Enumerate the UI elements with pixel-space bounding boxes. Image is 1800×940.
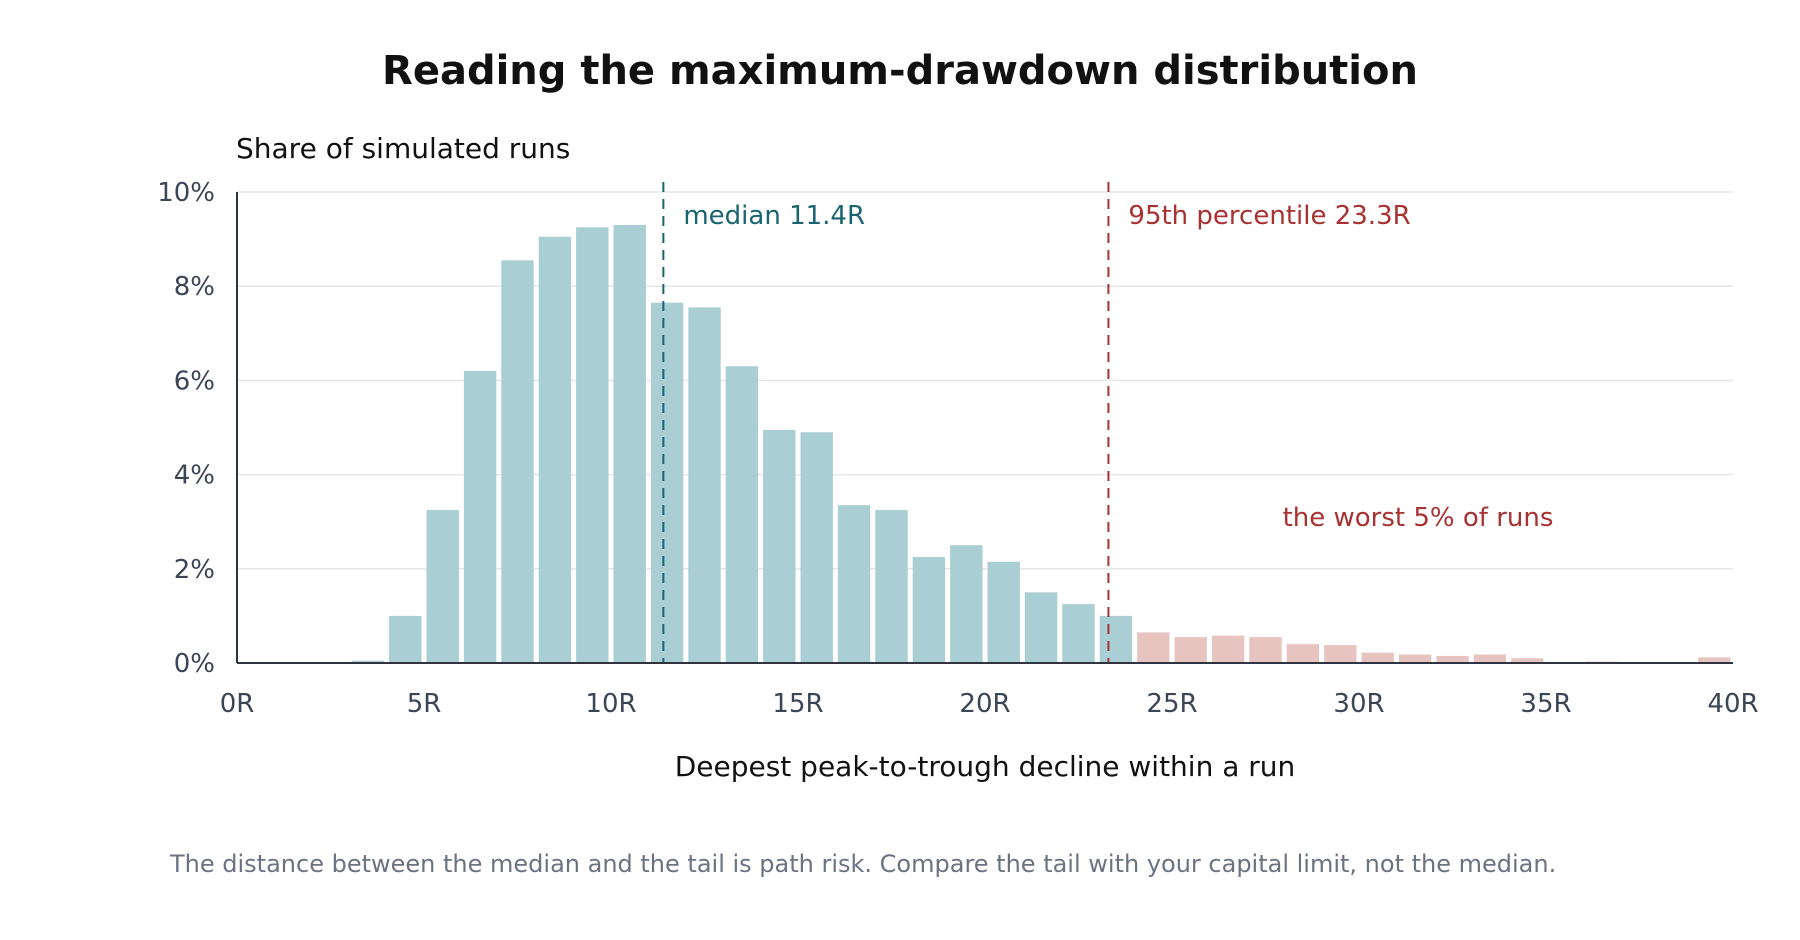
y-tick-labels: 0% 2% 4% 6% 8% 10% — [157, 178, 215, 679]
histogram-bar — [725, 366, 759, 663]
chart-title: Reading the maximum-drawdown distributio… — [382, 48, 1418, 94]
tail-bar — [1436, 655, 1469, 663]
x-tick-label: 5R — [407, 689, 442, 719]
histogram-bar — [912, 557, 946, 663]
tail-bar — [1249, 637, 1282, 663]
histogram-bar — [688, 307, 721, 663]
x-tick-label: 25R — [1146, 689, 1197, 719]
tail-bar — [1137, 632, 1170, 663]
histogram-bar — [837, 505, 871, 663]
x-tick-label: 35R — [1520, 689, 1571, 719]
x-tick-labels: 0R 5R 10R 15R 20R 25R 30R 35R 40R — [220, 689, 1759, 719]
chart-caption: The distance between the median and the … — [169, 850, 1556, 878]
tail-bar — [1361, 652, 1394, 663]
histogram-bar — [613, 224, 646, 663]
reference-lines: median 11.4R 95th percentile 23.3R the wor… — [662, 182, 1554, 663]
tail-bar — [1324, 645, 1357, 663]
tail-bar — [1174, 637, 1207, 663]
histogram-bar — [1062, 604, 1095, 663]
histogram-bar — [763, 429, 796, 663]
tail-bar — [1698, 657, 1731, 663]
tail-bar — [1286, 644, 1320, 663]
histogram-bar — [501, 260, 534, 663]
histogram-bar — [576, 227, 609, 663]
histogram-bar — [987, 561, 1020, 663]
y-tick-label: 0% — [174, 649, 215, 679]
y-tick-label: 6% — [174, 366, 215, 396]
histogram-bars — [351, 224, 1731, 663]
tail-bar — [1398, 654, 1432, 663]
x-tick-label: 10R — [585, 689, 636, 719]
histogram-bar — [650, 302, 684, 663]
tail-bar — [1511, 658, 1544, 663]
histogram-bar — [950, 545, 983, 663]
x-axis-label: Deepest peak-to-trough decline within a … — [675, 750, 1296, 783]
y-tick-label: 4% — [174, 461, 215, 491]
tail-bar — [1473, 654, 1507, 663]
tail-bar — [1211, 635, 1245, 663]
x-tick-label: 40R — [1707, 689, 1758, 719]
y-tick-label: 10% — [157, 178, 215, 208]
histogram-bar — [351, 660, 385, 663]
y-axis-label: Share of simulated runs — [236, 132, 570, 165]
x-tick-label: 20R — [959, 689, 1010, 719]
histogram-bar — [1024, 592, 1058, 663]
histogram-bar — [538, 236, 572, 663]
x-tick-label: 30R — [1333, 689, 1384, 719]
histogram-bar — [875, 509, 908, 663]
y-tick-label: 8% — [174, 272, 215, 302]
x-tick-label: 15R — [772, 689, 823, 719]
y-tick-label: 2% — [174, 555, 215, 585]
tail-annotation: the worst 5% of runs — [1283, 503, 1554, 533]
histogram-bar — [463, 370, 497, 663]
histogram-bar — [1099, 615, 1133, 663]
x-tick-label: 0R — [220, 689, 255, 719]
histogram-bar — [800, 432, 833, 663]
histogram-bar — [426, 509, 459, 663]
histogram-bar — [389, 615, 422, 663]
p95-label: 95th percentile 23.3R — [1128, 201, 1410, 231]
median-label: median 11.4R — [683, 201, 865, 231]
